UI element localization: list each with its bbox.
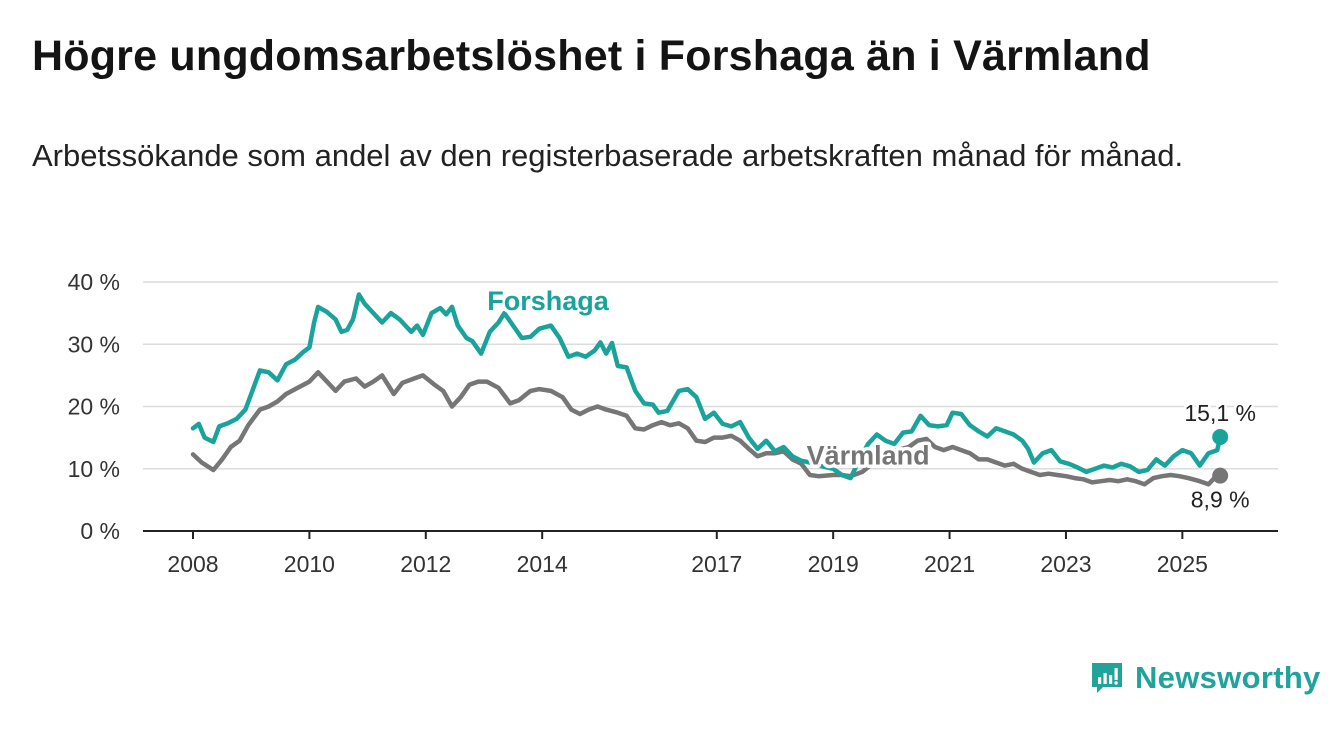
x-tick-label: 2010 [284, 551, 335, 577]
series-label: Värmland [807, 440, 930, 470]
x-tick-label: 2008 [167, 551, 218, 577]
x-tick-label: 2021 [924, 551, 975, 577]
series-label: Forshaga [487, 286, 610, 316]
y-tick-label: 30 % [68, 331, 120, 357]
series-lines [190, 292, 1223, 487]
x-tick-label: 2014 [517, 551, 568, 577]
brand-name: Newsworthy [1135, 660, 1321, 695]
x-tick-label: 2023 [1040, 551, 1091, 577]
y-tick-label: 10 % [68, 456, 120, 482]
x-tick-label: 2017 [691, 551, 742, 577]
y-tick-label: 20 % [68, 394, 120, 420]
chart-subtitle: Arbetssökande som andel av den registerb… [32, 138, 1184, 173]
newsworthy-brand[interactable]: Newsworthy [1089, 660, 1321, 696]
x-tick-label: 2012 [400, 551, 451, 577]
x-tick-label: 2019 [808, 551, 859, 577]
end-value-label: 8,9 % [1191, 487, 1250, 513]
x-tick-label: 2025 [1157, 551, 1208, 577]
chart-title: Högre ungdomsarbetslöshet i Forshaga än … [32, 32, 1151, 80]
end-value-label: 15,1 % [1184, 400, 1256, 426]
series-line-vrmland [190, 370, 1223, 487]
end-point-marker [1212, 467, 1229, 484]
newsworthy-logo-icon [1092, 663, 1122, 693]
y-tick-label: 0 % [80, 518, 120, 544]
end-point-marker [1212, 429, 1229, 446]
series-labels: Forshaga Värmland 15,1 % 8,9 % [484, 283, 1259, 516]
axes: 0 % 10 % 20 % 30 % 40 % 2008 2010 2012 2014 2017 2… [68, 269, 1278, 577]
y-tick-label: 40 % [68, 269, 120, 295]
series-line-forshaga [190, 292, 1223, 481]
